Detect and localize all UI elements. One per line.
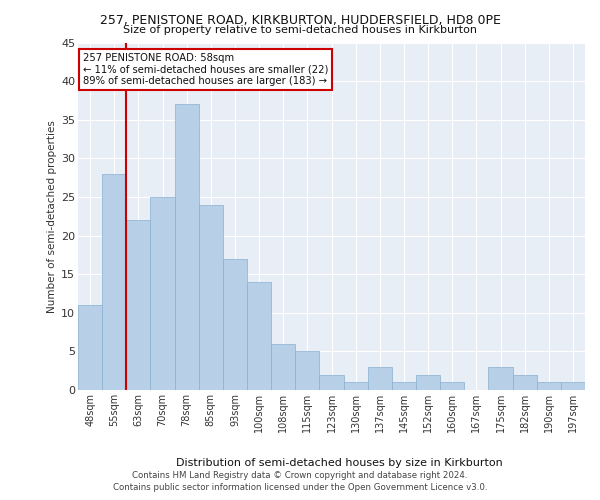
Text: Distribution of semi-detached houses by size in Kirkburton: Distribution of semi-detached houses by … <box>176 458 502 468</box>
Bar <box>368 367 392 390</box>
Text: 257, PENISTONE ROAD, KIRKBURTON, HUDDERSFIELD, HD8 0PE: 257, PENISTONE ROAD, KIRKBURTON, HUDDERS… <box>100 14 500 27</box>
Bar <box>223 258 247 390</box>
Y-axis label: Number of semi-detached properties: Number of semi-detached properties <box>47 120 57 312</box>
Bar <box>319 374 344 390</box>
Bar <box>199 204 223 390</box>
Bar <box>488 367 512 390</box>
Bar <box>440 382 464 390</box>
Text: 257 PENISTONE ROAD: 58sqm
← 11% of semi-detached houses are smaller (22)
89% of : 257 PENISTONE ROAD: 58sqm ← 11% of semi-… <box>83 53 328 86</box>
Bar <box>126 220 151 390</box>
Bar <box>512 374 537 390</box>
Text: Contains HM Land Registry data © Crown copyright and database right 2024.
Contai: Contains HM Land Registry data © Crown c… <box>113 471 487 492</box>
Bar <box>344 382 368 390</box>
Bar <box>416 374 440 390</box>
Bar <box>247 282 271 390</box>
Bar <box>271 344 295 390</box>
Bar <box>102 174 126 390</box>
Bar <box>78 305 102 390</box>
Bar <box>392 382 416 390</box>
Bar <box>561 382 585 390</box>
Text: Size of property relative to semi-detached houses in Kirkburton: Size of property relative to semi-detach… <box>123 25 477 35</box>
Bar <box>151 197 175 390</box>
Bar <box>295 352 319 390</box>
Bar <box>175 104 199 390</box>
Bar <box>537 382 561 390</box>
